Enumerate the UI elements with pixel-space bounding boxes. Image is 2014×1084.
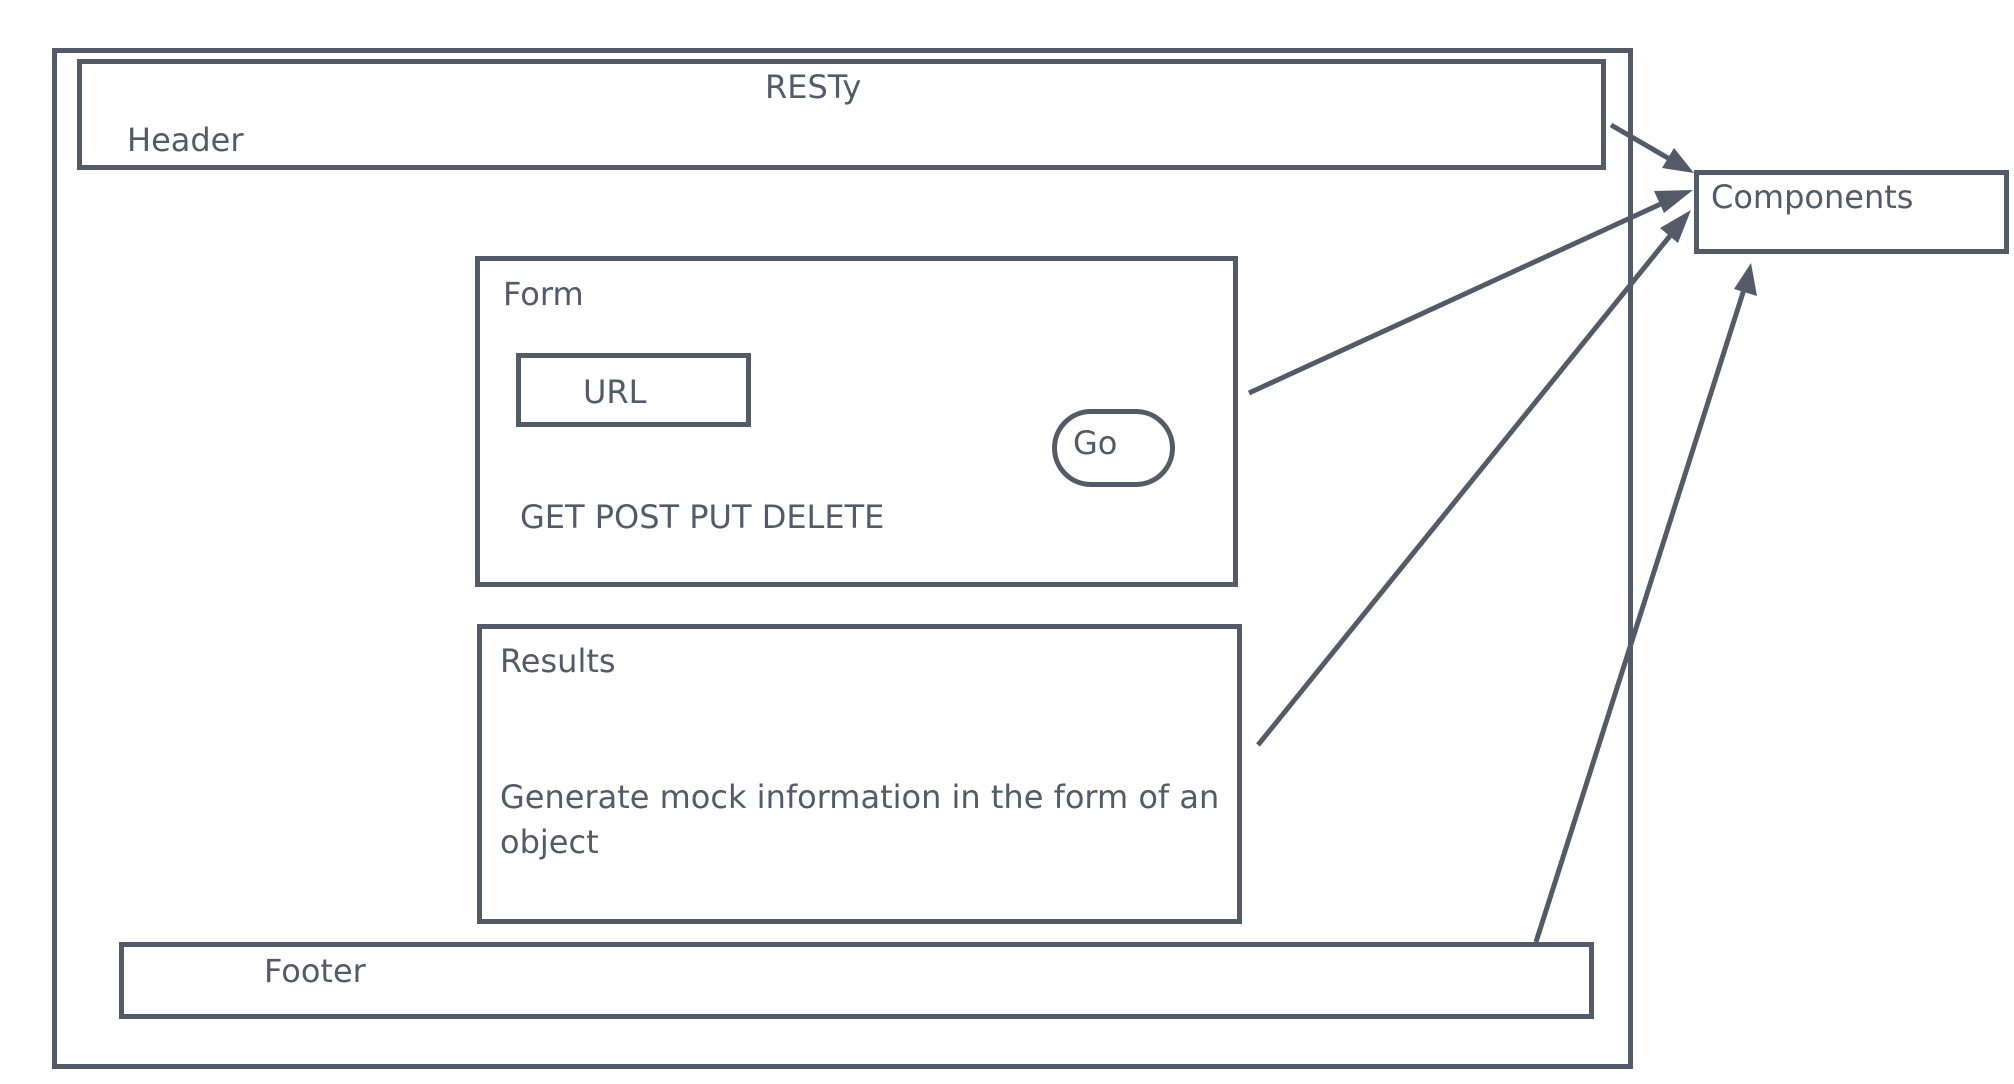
header-box bbox=[77, 59, 1606, 170]
header-arrowhead bbox=[1662, 148, 1694, 173]
results-arrowhead bbox=[1660, 210, 1691, 243]
footer-arrowhead bbox=[1734, 263, 1757, 296]
components-box bbox=[1694, 170, 2009, 254]
go-button[interactable] bbox=[1052, 409, 1175, 487]
form-arrowhead bbox=[1654, 190, 1693, 213]
footer-box bbox=[119, 942, 1594, 1019]
go-button-label: Go bbox=[1073, 424, 1118, 462]
header-title: RESTy bbox=[765, 68, 862, 106]
results-box bbox=[477, 624, 1242, 924]
components-label: Components bbox=[1711, 178, 1914, 216]
form-label: Form bbox=[503, 275, 584, 313]
results-label: Results bbox=[500, 642, 616, 680]
results-description: Generate mock information in the form of… bbox=[500, 778, 1220, 861]
form-box bbox=[475, 256, 1238, 587]
http-methods-label: GET POST PUT DELETE bbox=[520, 498, 885, 536]
footer-label: Footer bbox=[264, 952, 366, 990]
url-input-label: URL bbox=[583, 373, 647, 411]
url-input[interactable] bbox=[516, 353, 751, 427]
header-label: Header bbox=[127, 121, 244, 159]
